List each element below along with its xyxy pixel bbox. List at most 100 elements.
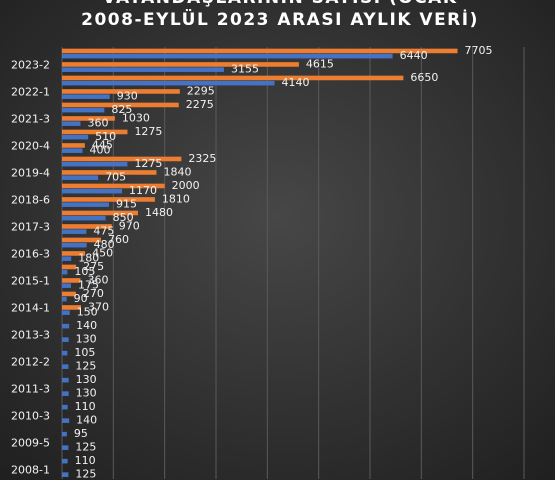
bar	[62, 175, 99, 180]
data-label: 140	[76, 414, 97, 427]
data-label: 2275	[186, 98, 214, 111]
data-label: 180	[78, 252, 99, 265]
bar	[62, 350, 68, 356]
bar	[62, 305, 81, 310]
data-label: 6440	[400, 49, 428, 62]
bar	[62, 278, 81, 283]
bar	[62, 102, 179, 108]
bar	[62, 183, 165, 189]
bar	[62, 210, 138, 216]
bar	[62, 291, 76, 297]
data-label: 480	[94, 238, 115, 251]
chart-title: VATANDAŞLARININ SAYISI (OCAK	[102, 0, 457, 8]
data-label: 475	[93, 225, 114, 238]
data-label: 915	[116, 198, 137, 211]
y-tick-label: 2009-5	[11, 436, 50, 449]
y-tick-label: 2010-3	[11, 409, 50, 422]
data-label: 4615	[306, 57, 334, 70]
y-tick-label: 2016-3	[11, 247, 50, 260]
bar	[62, 337, 69, 342]
y-tick-label: 2015-1	[11, 274, 50, 287]
data-label: 125	[75, 360, 96, 373]
data-label: 3155	[231, 63, 259, 76]
bar	[62, 256, 72, 261]
bar	[62, 53, 393, 59]
bar	[62, 75, 404, 81]
data-label: 95	[74, 427, 88, 440]
bar	[62, 251, 86, 256]
data-label: 705	[105, 171, 126, 184]
data-label: 175	[78, 279, 99, 292]
data-label: 130	[76, 333, 97, 346]
bar	[62, 80, 275, 86]
data-label: 1810	[162, 192, 190, 205]
bar	[62, 404, 68, 410]
bar	[62, 229, 87, 234]
bar	[62, 431, 67, 437]
bar	[62, 134, 89, 140]
bar	[62, 62, 299, 67]
data-label: 360	[87, 117, 108, 130]
data-label: 125	[75, 468, 96, 480]
data-label: 1275	[134, 125, 162, 138]
data-label: 110	[75, 400, 96, 413]
data-label: 850	[113, 211, 134, 224]
bar	[62, 170, 157, 175]
data-label: 360	[87, 273, 108, 286]
bar	[62, 94, 110, 99]
bar	[62, 197, 155, 202]
bar	[62, 161, 128, 167]
data-label: 970	[119, 219, 140, 232]
bar	[62, 323, 70, 329]
y-tick-label: 2012-2	[11, 355, 50, 368]
bar	[62, 67, 224, 72]
y-tick-label: 2018-6	[11, 193, 50, 206]
data-label: 150	[77, 306, 98, 319]
chart-title: 2008-EYLÜL 2023 ARASI AYLIK VERİ)	[81, 8, 479, 30]
bar	[62, 116, 115, 121]
data-label: 125	[75, 441, 96, 454]
bar	[62, 156, 182, 162]
bar	[62, 48, 458, 54]
data-label: 1480	[145, 206, 173, 219]
data-label: 105	[74, 346, 95, 359]
data-label: 2325	[188, 152, 216, 165]
bar	[62, 148, 83, 153]
data-label: 110	[75, 454, 96, 467]
data-label: 1275	[134, 157, 162, 170]
y-tick-label: 2022-1	[11, 85, 50, 98]
data-label: 2295	[187, 84, 215, 97]
plot-area: 2008-1 2009-5 2010-3 2011-3 2012-2 2013-3 2014…	[11, 44, 525, 480]
bar	[62, 269, 68, 275]
bar	[62, 107, 105, 113]
bar	[62, 418, 70, 423]
data-label: 140	[76, 319, 97, 332]
data-label: 1030	[122, 111, 150, 124]
y-tick-label: 2019-4	[11, 166, 50, 179]
data-label: 510	[95, 130, 116, 143]
data-label: 930	[117, 90, 138, 103]
bar	[62, 129, 128, 135]
bar	[62, 364, 69, 369]
y-tick-label: 2020-4	[11, 139, 50, 152]
bar	[62, 458, 68, 464]
bar	[62, 472, 69, 477]
bar	[62, 310, 70, 315]
bar	[62, 445, 69, 450]
bar	[62, 283, 71, 288]
data-label: 825	[111, 103, 132, 116]
y-tick-label: 2023-2	[11, 58, 50, 71]
data-label: 450	[92, 246, 113, 259]
data-label: 7705	[465, 44, 493, 57]
bar	[62, 377, 69, 383]
y-tick-label: 2013-3	[11, 328, 50, 341]
bar	[62, 242, 87, 248]
data-label: 1840	[163, 165, 191, 178]
data-label: 130	[76, 387, 97, 400]
bar	[62, 202, 109, 207]
bar	[62, 143, 85, 148]
bar	[62, 89, 180, 94]
bar	[62, 237, 102, 243]
bar	[62, 391, 69, 396]
